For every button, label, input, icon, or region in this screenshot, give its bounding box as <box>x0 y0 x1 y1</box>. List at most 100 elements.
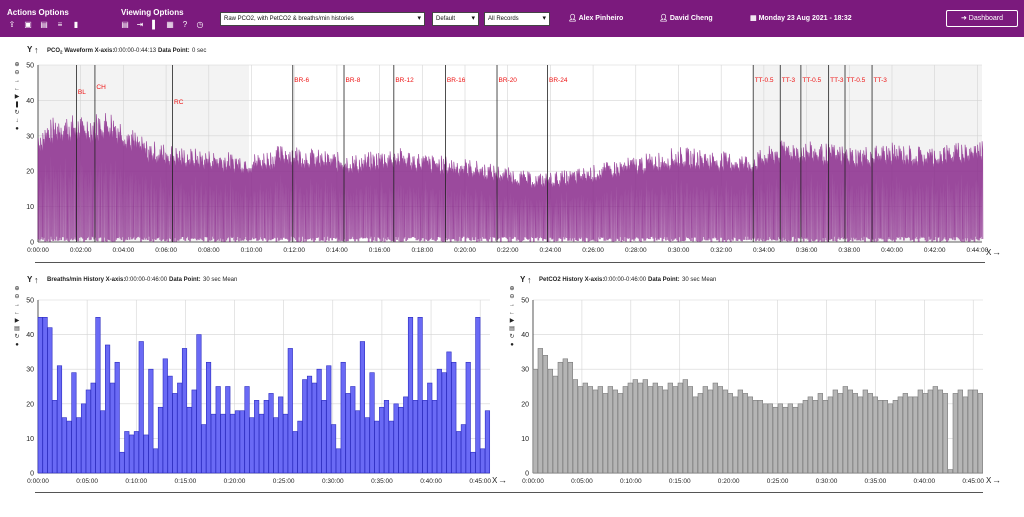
viewing-icons: ▤ ⇥ ▌ ▦ ? ◷ <box>121 20 204 29</box>
bar-icon[interactable]: ▌ <box>152 20 158 29</box>
bar <box>902 393 908 474</box>
bar <box>662 389 668 474</box>
x-tick-label: 0:40:00 <box>881 247 903 254</box>
pan-left-icon[interactable]: ← <box>14 310 20 316</box>
bar <box>807 396 813 474</box>
document-icon[interactable]: ▤ <box>40 20 48 29</box>
zoom-out-icon[interactable]: ⊖ <box>509 294 515 300</box>
session-date-text: Monday 23 Aug 2021 - 18:32 <box>758 15 852 22</box>
x-tick-label: 0:22:00 <box>497 247 519 254</box>
event-marker-label: TT-3 <box>874 77 888 84</box>
bar <box>887 403 893 474</box>
bar <box>967 389 973 474</box>
x-tick-label: 0:42:00 <box>924 247 946 254</box>
chevron-down-icon: ▾ <box>417 15 421 22</box>
zoom-out-icon[interactable]: ⊖ <box>14 294 20 300</box>
bar <box>667 382 673 474</box>
help-icon[interactable]: ? <box>182 20 188 29</box>
pan-left-icon[interactable]: ← <box>509 310 515 316</box>
petco2-title: PetCO2 History X-axis: <box>539 277 604 283</box>
bar <box>772 406 778 474</box>
bar <box>572 379 578 474</box>
play-icon[interactable]: ▶ <box>14 94 20 100</box>
breaths-plot-area[interactable]: 0 10 20 30 40 50 0:00:00 0:05:00 0:10:00 0:15:00 0… <box>26 298 491 486</box>
bar <box>637 382 643 474</box>
table-icon[interactable]: ▤ <box>14 326 20 332</box>
x-tick-label: 0:28:00 <box>625 247 647 254</box>
zoom-in-icon[interactable]: ⊕ <box>14 62 20 68</box>
play-icon[interactable]: ▶ <box>14 318 20 324</box>
breaths-x-axis-label: X <box>492 476 498 485</box>
view-select[interactable]: Raw PCO2, with PetCO2 & breaths/min hist… <box>220 12 425 26</box>
bar <box>321 400 327 474</box>
comment-icon[interactable]: ● <box>510 342 514 348</box>
event-marker-label: BR-16 <box>447 77 466 84</box>
bar <box>484 410 491 474</box>
bar <box>388 420 394 474</box>
bar <box>172 393 178 474</box>
y-tick-label: 50 <box>26 63 34 70</box>
dashboard-button[interactable]: ➜ Dashboard <box>946 10 1018 27</box>
bar <box>268 393 274 474</box>
petco2-plot-area[interactable]: 0 10 20 30 40 50 0:00:00 0:05:00 0:10:00 0:15:00 0… <box>521 298 984 486</box>
event-marker-label: BR-12 <box>395 77 414 84</box>
bar <box>747 396 753 474</box>
bar <box>422 400 428 474</box>
download-icon[interactable]: ↓ <box>15 118 19 124</box>
reset-icon[interactable]: ↻ <box>509 334 515 340</box>
event-marker-label: TT-3 <box>782 77 796 84</box>
bar <box>162 358 168 474</box>
reset-icon[interactable]: ↻ <box>14 110 20 116</box>
sliders-icon[interactable]: ≡ <box>57 20 63 29</box>
y-tick-label: 30 <box>26 367 34 374</box>
mode-select[interactable]: Default ▾ <box>432 12 479 26</box>
waveform-plot-area[interactable]: 0 10 20 30 40 50 0:00:00 0:02:00 0:04:00 0:06:00 0… <box>26 63 988 255</box>
reset-icon[interactable]: ↻ <box>14 334 20 340</box>
bar <box>61 417 67 474</box>
x-tick-label: 0:20:00 <box>454 247 476 254</box>
bar <box>436 368 442 474</box>
zoom-in-icon[interactable]: ⊕ <box>509 286 515 292</box>
play-icon[interactable]: ▶ <box>509 318 515 324</box>
actions-options-label: Actions Options <box>7 8 69 17</box>
bar <box>239 410 245 474</box>
petco2-dp-label: Data Point: <box>648 277 680 283</box>
x-tick-label: 0:32:00 <box>710 247 732 254</box>
comment-icon[interactable]: ● <box>15 342 19 348</box>
bar <box>90 382 96 474</box>
table-icon[interactable]: ▤ <box>509 326 515 332</box>
pan-left-icon[interactable]: ← <box>14 86 20 92</box>
bar <box>379 406 385 474</box>
viewing-options-label: Viewing Options <box>121 8 184 17</box>
y-tick-label: 20 <box>521 401 529 408</box>
comment-icon[interactable]: ● <box>15 126 19 132</box>
file-icon[interactable]: ▤ <box>121 20 129 29</box>
bar <box>278 396 284 474</box>
bar <box>326 365 332 474</box>
bar <box>752 400 758 474</box>
zoom-in-icon[interactable]: ⊕ <box>14 286 20 292</box>
pause-icon[interactable]: ❚ <box>14 102 20 108</box>
bookmark-icon[interactable]: ▮ <box>73 20 79 29</box>
clock-icon[interactable]: ◷ <box>196 20 204 29</box>
bar <box>732 396 738 474</box>
breaths-range: 0:00:00-0:46:00 <box>125 277 168 283</box>
records-select[interactable]: All Records ▾ <box>484 12 550 26</box>
pan-right-icon[interactable]: → <box>14 78 20 84</box>
save-icon[interactable]: ▣ <box>24 20 32 29</box>
zoom-out-icon[interactable]: ⊖ <box>14 70 20 76</box>
bar <box>952 393 958 474</box>
bar <box>697 393 703 474</box>
upload-icon[interactable]: ⇪ <box>8 20 16 29</box>
arrow-in-icon[interactable]: ⇥ <box>136 20 144 29</box>
grid-icon[interactable]: ▦ <box>166 20 174 29</box>
pan-right-icon[interactable]: → <box>509 302 515 308</box>
event-marker-label: BR-8 <box>346 77 361 84</box>
pan-right-icon[interactable]: → <box>14 302 20 308</box>
bar <box>927 389 933 474</box>
bar <box>66 420 72 474</box>
records-select-value: All Records <box>488 16 519 22</box>
y-tick-label: 10 <box>26 204 34 211</box>
bar <box>627 382 633 474</box>
pco2-waveform-chart: Y ↑ PCO2 Waveform X-axis: 0:00:00-0:44:1… <box>26 45 1001 257</box>
